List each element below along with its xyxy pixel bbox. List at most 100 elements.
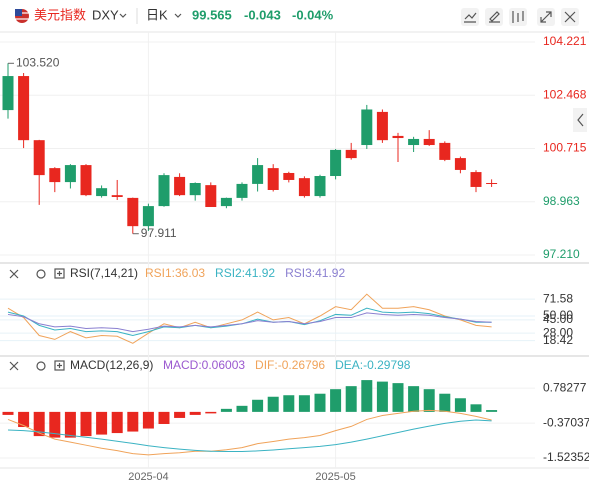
candle-body [2,76,14,111]
candle-body [80,165,92,196]
y-tick-label: 102.468 [543,87,587,101]
macd-tools[interactable] [9,360,65,371]
histogram-bar [2,411,14,415]
histogram-bar [376,381,388,412]
histogram-bar [486,410,498,412]
histogram-bar [174,411,186,418]
dropdown-arrow[interactable] [174,13,182,18]
y-tick-label: 50.00 [543,308,573,322]
histogram-bar [408,386,420,412]
candle-body [33,140,45,176]
collapse-arrow[interactable] [577,113,584,127]
histogram-bar [236,405,248,412]
histogram-bar [64,411,76,438]
change: -0.043 [244,7,281,22]
candle-body [236,183,248,198]
histogram-bar [267,396,279,412]
indicator-line [7,293,492,344]
histogram-bar [283,395,295,412]
candle-body [376,111,388,141]
indicator-line [7,419,492,453]
candle-body [298,178,310,197]
candle-body [205,185,217,208]
histogram-bar [470,404,482,412]
candle-body [470,172,482,187]
x-tick-label: 2025-04 [128,471,168,483]
histogram-bar [33,411,45,437]
histogram-bar [423,389,435,412]
candle-body [423,138,435,146]
y-tick-label: 104.221 [543,34,587,48]
histogram-bar [142,411,154,429]
candle-body [314,176,326,197]
histogram-bar [220,408,232,412]
histogram-bar [252,399,264,412]
dropdown-arrow[interactable] [119,13,127,18]
price: 99.565 [192,7,232,22]
indicator-line [7,312,492,333]
candle-body [127,197,139,227]
y-tick-label: 98.963 [543,194,580,208]
y-tick-label: -1.52352 [543,450,589,464]
period[interactable]: 日K [146,7,168,22]
collapse-button[interactable] [573,108,587,132]
histogram-bar [80,411,92,437]
candle-body [330,149,342,177]
histogram-bar [111,411,123,434]
candle-body [142,206,154,227]
legend-entry: RSI2:41.92 [215,266,275,280]
toolbar-icons[interactable] [461,8,579,26]
candle-body [392,135,404,139]
annotation: 103.520 [16,55,60,69]
histogram-bar [127,411,139,432]
symbol[interactable]: DXY [92,7,119,22]
y-tick-label: 45.00 [543,312,573,326]
histogram-bar [158,411,170,424]
histogram-bar [205,411,217,414]
legend-entry: MACD:0.06003 [163,358,245,372]
legend-entry: DEA:-0.29798 [335,358,411,372]
x-tick-label: 2025-05 [315,471,355,483]
candle-body [96,188,108,197]
y-tick-label: 71.58 [543,291,573,305]
y-tick-label: 97.210 [543,247,580,261]
legend-entry: RSI3:41.92 [285,266,345,280]
candle-body [220,197,232,207]
histogram-bar [298,395,310,412]
legend-entry: RSI1:36.03 [145,266,205,280]
histogram-bar [439,393,451,412]
histogram-bar [345,386,357,412]
candle-body [111,195,123,197]
instrument-name[interactable]: 美元指数 [34,7,86,22]
histogram-bar [314,393,326,412]
y-tick-label: 0.78277 [543,380,587,394]
histogram-bar [330,389,342,412]
candle-body [49,168,61,183]
rsi-tools[interactable] [9,268,65,279]
indicator-line [7,307,492,337]
candle-body [283,172,295,180]
candle-body [64,165,76,183]
candle-body [439,142,451,160]
histogram-bar [454,398,466,412]
candle-body [158,175,170,207]
histogram-bar [49,411,61,438]
histogram-bar [189,411,201,415]
y-tick-label: -0.37037 [543,415,589,429]
histogram-bar [96,411,108,435]
change-percent: -0.04% [292,7,334,22]
histogram-bar [361,380,373,412]
candle-body [174,176,186,196]
candle-body [454,158,466,170]
histogram-bar [392,383,404,412]
indicator-title: RSI(7,14,21) [70,266,138,280]
histogram-bar [18,411,30,428]
y-tick-label: 100.715 [543,141,587,155]
indicator-title: MACD(12,26,9) [70,358,153,372]
y-tick-label: 18.42 [543,333,573,347]
candle-body [486,183,498,185]
annotation: 97.911 [141,226,177,240]
candle-body [189,183,201,196]
